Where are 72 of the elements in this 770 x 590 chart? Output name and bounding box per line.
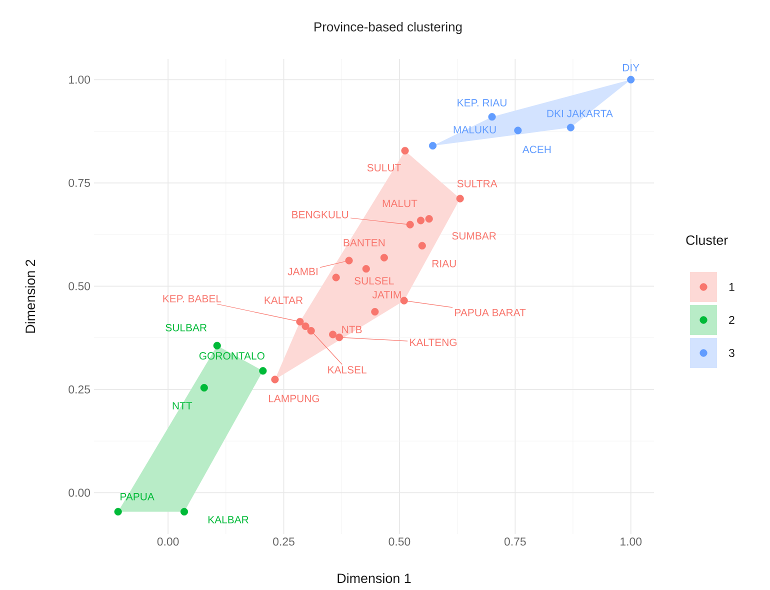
- annotation: KEP. RIAU: [458, 99, 506, 106]
- annotation: JATIM: [372, 291, 401, 298]
- annotation: MALUKU: [454, 126, 496, 134]
- annotation: SULSEL: [354, 277, 394, 285]
- annotation: JAMBI: [288, 268, 318, 276]
- annotation: SULUT: [367, 164, 401, 172]
- x-axis-title: Dimension 1: [338, 573, 411, 584]
- point: [362, 265, 370, 273]
- point: [401, 146, 409, 154]
- point: [345, 256, 353, 264]
- annotation: DKI JAKARTA: [547, 110, 613, 118]
- point: [566, 124, 574, 132]
- x-tick-label: 0.50: [388, 538, 410, 546]
- annotation: BENGKULU: [292, 210, 348, 218]
- annotation: PAPUA BARAT: [455, 308, 526, 316]
- annotation: KALSEL: [328, 366, 366, 374]
- legend-label: 2: [729, 316, 734, 324]
- annotation: SULBAR: [166, 324, 207, 332]
- y-axis-title: Dimension 2: [25, 260, 36, 333]
- point: [456, 194, 464, 202]
- annotation: DIY: [623, 64, 640, 72]
- y-tick-label: 0.50: [68, 282, 90, 290]
- y-tick-label: 0.00: [68, 488, 90, 497]
- annotation: MALUT: [382, 200, 418, 208]
- annotation: KALTENG: [410, 338, 457, 346]
- point: [114, 508, 122, 516]
- point: [335, 334, 344, 342]
- annotation: KALTAR: [264, 296, 303, 304]
- point: [371, 308, 379, 316]
- x-tick-label: 0.75: [504, 538, 526, 546]
- annotation: GORONTALO: [199, 352, 264, 360]
- annotation: SULTRA: [457, 180, 498, 188]
- chart-title: Province-based clustering: [314, 22, 462, 34]
- y-tick-label: 1.00: [69, 76, 90, 84]
- legend-title: Cluster: [686, 235, 728, 245]
- annotation: RIAU: [432, 260, 456, 268]
- legend-label: 3: [728, 348, 734, 358]
- annotation: ACEH: [522, 146, 551, 154]
- point: [488, 113, 496, 121]
- point: [425, 215, 433, 223]
- point: [200, 384, 208, 392]
- x-tick-label: 1.00: [620, 538, 642, 546]
- legend-label: 1: [729, 283, 734, 291]
- point: [627, 76, 635, 84]
- y-tick-label: 0.75: [68, 178, 90, 187]
- point: [329, 330, 337, 338]
- x-tick-label: 0.25: [273, 538, 294, 546]
- point: [307, 326, 315, 335]
- annotation: NTB: [342, 326, 362, 334]
- point: [271, 376, 279, 384]
- point: [180, 508, 188, 516]
- point: [296, 318, 304, 326]
- annotation: KEP. BABEL: [163, 295, 222, 302]
- annotation: BANTEN: [344, 239, 385, 246]
- point: [428, 142, 437, 150]
- annotation: LAMPUNG: [268, 394, 320, 402]
- point: [514, 126, 522, 134]
- annotation: NTT: [172, 402, 192, 410]
- annotation: PAPUA: [120, 493, 154, 500]
- point: [332, 274, 340, 282]
- point: [416, 216, 425, 224]
- x-tick-label: 0.00: [157, 538, 179, 546]
- point: [418, 242, 426, 250]
- y-tick-label: 0.25: [68, 385, 90, 394]
- point: [302, 322, 310, 330]
- point: [259, 367, 267, 375]
- point: [213, 342, 221, 350]
- annotation: KALBAR: [208, 516, 248, 524]
- annotation: SUMBAR: [452, 232, 496, 240]
- point: [406, 220, 414, 228]
- point: [380, 254, 388, 262]
- point: [400, 296, 408, 304]
